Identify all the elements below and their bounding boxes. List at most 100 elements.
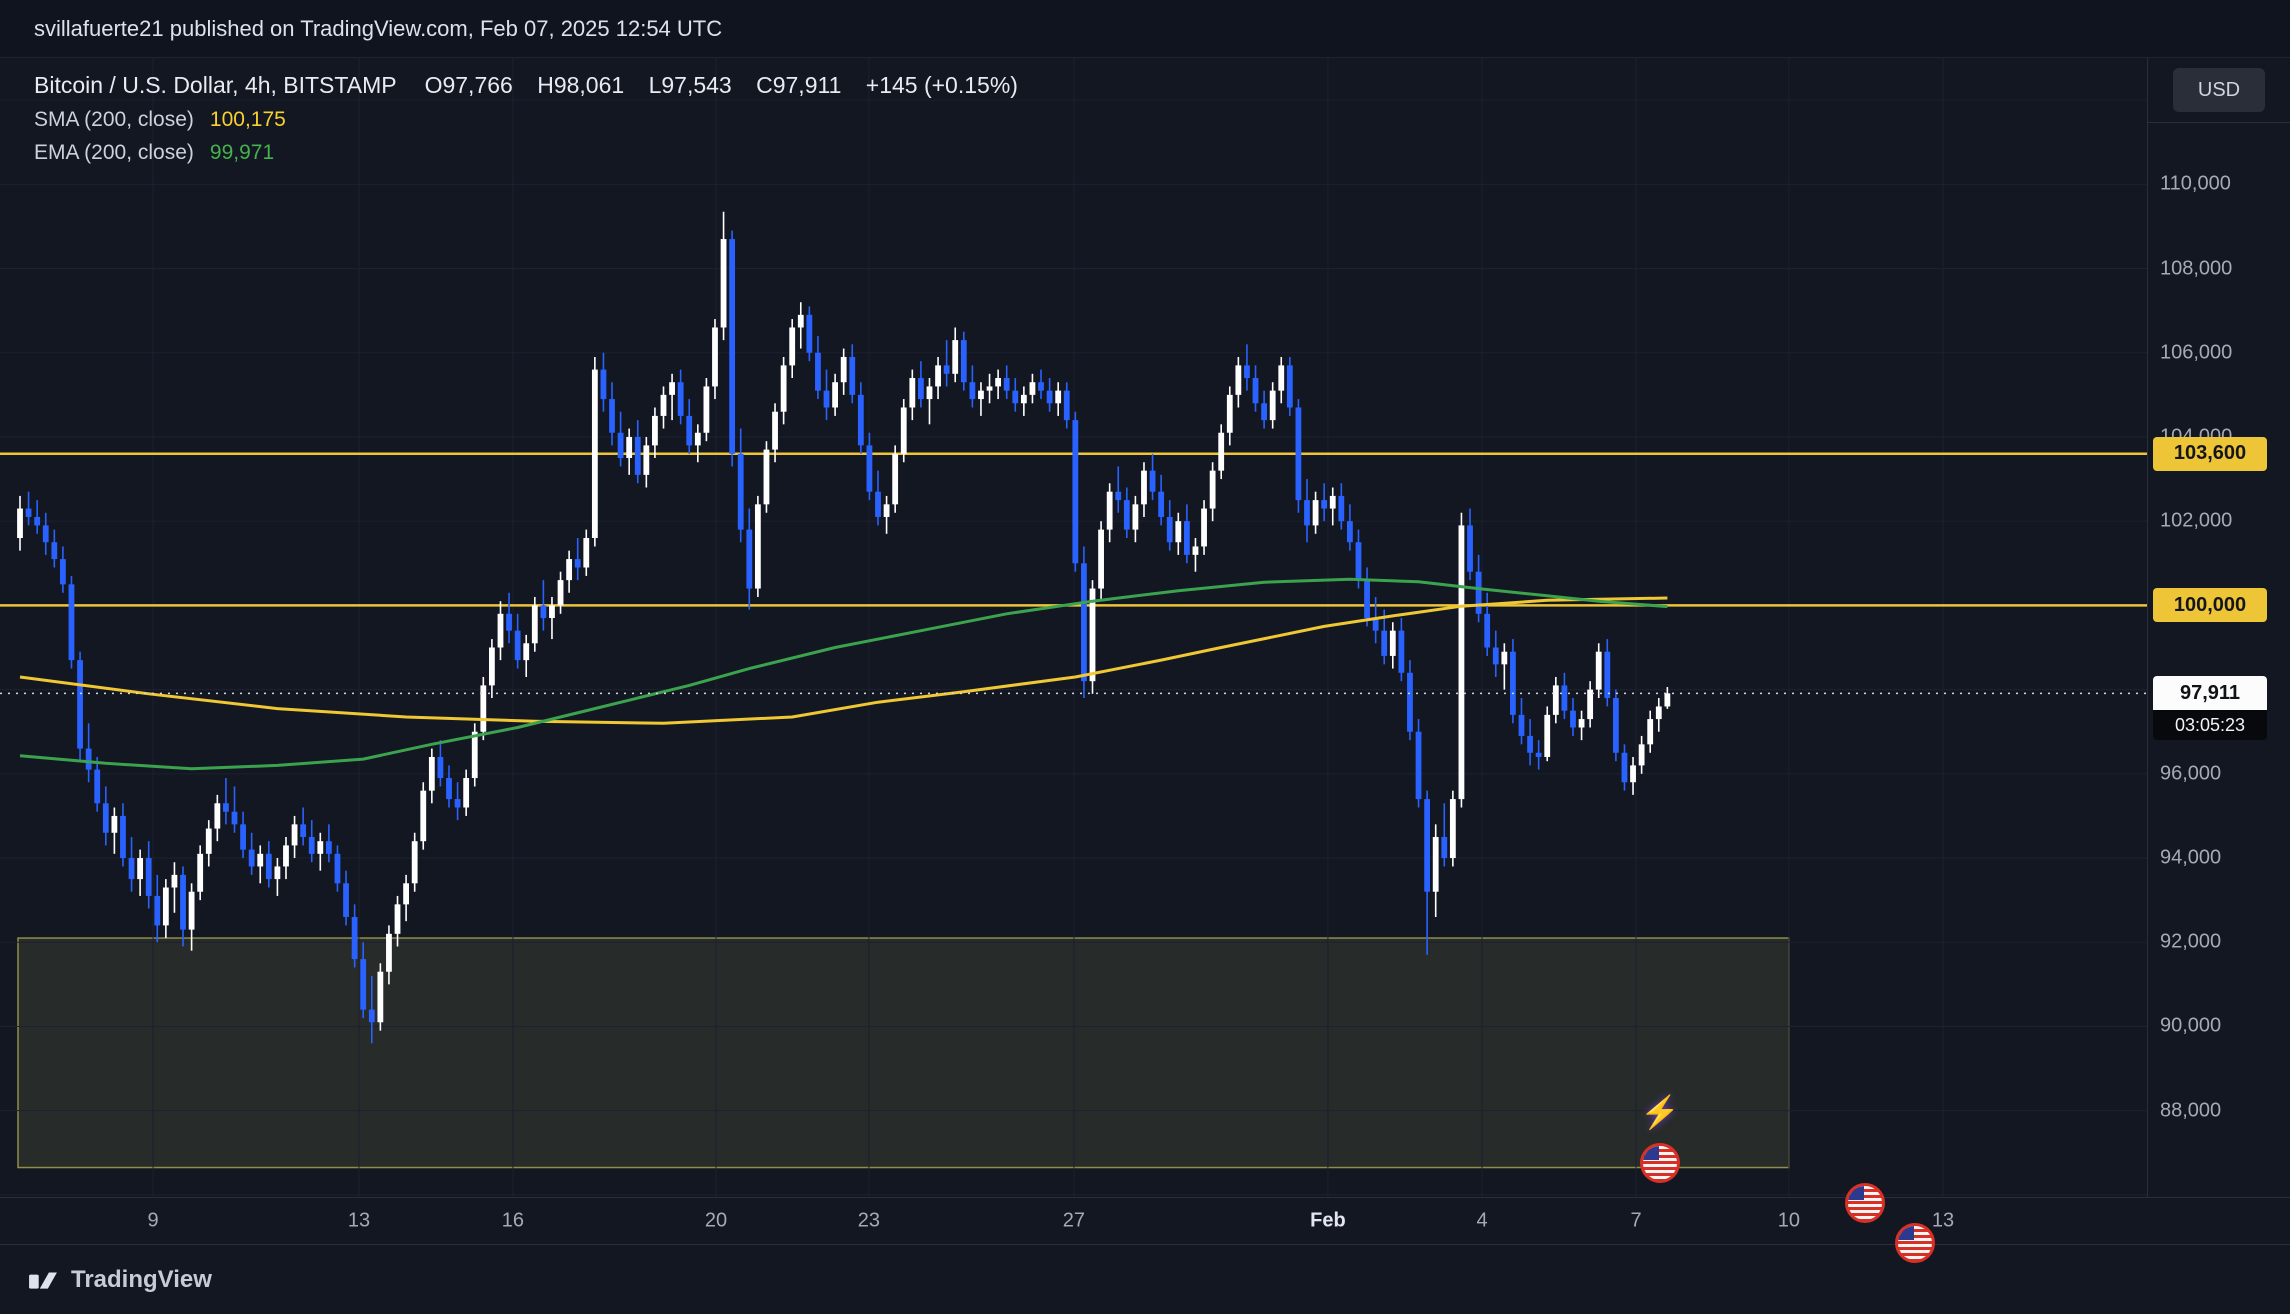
candle-body [935, 365, 941, 387]
candle-body [1484, 613, 1491, 648]
time-axis[interactable]: 9 13 16 20 23 27 Feb 4 7 10 13 [0, 1197, 2290, 1245]
ema-label: EMA (200, close) [34, 141, 194, 164]
candle-body [1647, 719, 1654, 745]
candle-body [94, 769, 101, 804]
price-labels: 110,000108,000106,000104,000102,00096,00… [2148, 58, 2290, 1245]
candle-body [531, 605, 538, 644]
lightning-event-icon[interactable]: ⚡ [1640, 1094, 1680, 1130]
candle-body [42, 525, 49, 543]
symbol-title[interactable]: Bitcoin / U.S. Dollar, 4h, BITSTAMP [34, 72, 397, 98]
candle-body [377, 971, 384, 1023]
candle-body [171, 874, 178, 888]
price-axis[interactable]: USD 110,000108,000106,000104,000102,0009… [2147, 58, 2290, 1245]
low-value: L97,543 [648, 72, 732, 98]
candle-body [1664, 693, 1671, 707]
ema-line[interactable] [19, 577, 1668, 771]
candle-body [1381, 630, 1388, 656]
publish-bar: svillafuerte21 published on TradingView.… [0, 0, 2290, 58]
time-axis-label: 4 [1476, 1209, 1488, 1232]
candle-body [1123, 500, 1130, 530]
candle-body [1046, 390, 1053, 404]
us-flag-icon[interactable] [1845, 1183, 1885, 1223]
chart-area[interactable]: Bitcoin / U.S. Dollar, 4h, BITSTAMP O97,… [0, 58, 2147, 1263]
candle-body [1561, 685, 1568, 711]
candle-body [677, 382, 684, 416]
candle-body [51, 542, 58, 560]
candle-body [1055, 390, 1062, 404]
us-flag-icon[interactable] [1640, 1143, 1680, 1183]
candle-body [1312, 500, 1319, 526]
candle-body [1458, 525, 1465, 800]
candle-body [454, 799, 461, 808]
last-price: 97,911 [2153, 676, 2267, 711]
event-markers: ⚡ [0, 58, 2147, 1263]
candle-body [1020, 394, 1027, 404]
ema-indicator-row[interactable]: EMA (200, close) 99,971 [34, 141, 1036, 165]
candle-body [1089, 588, 1096, 682]
candle-body [823, 390, 830, 408]
time-axis-label: 16 [501, 1209, 525, 1232]
currency-toggle-button[interactable]: USD [2173, 68, 2265, 112]
candle-body [789, 327, 796, 366]
candle-body [583, 538, 590, 568]
candle-body [102, 803, 109, 833]
support-zone[interactable] [17, 937, 1790, 1169]
candle-body [557, 580, 564, 606]
price-axis-label: 106,000 [2160, 341, 2233, 364]
candle-body [986, 386, 993, 391]
candle-body [1535, 752, 1542, 757]
candle-body [1063, 390, 1070, 421]
candle-body [1183, 521, 1190, 555]
candle-body [240, 824, 246, 850]
candle-body [1389, 630, 1396, 656]
price-axis-label: 92,000 [2160, 930, 2222, 953]
candle-body [540, 605, 547, 619]
candle-body [446, 778, 452, 800]
time-axis-label: 13 [347, 1209, 371, 1232]
candle-body [815, 352, 821, 391]
candlestick-chart[interactable] [0, 58, 2147, 1197]
candles[interactable] [17, 211, 1671, 1044]
candle-body [428, 756, 435, 791]
symbol-row[interactable]: Bitcoin / U.S. Dollar, 4h, BITSTAMP O97,… [34, 72, 1036, 99]
candle-body [617, 432, 624, 459]
candle-body [643, 445, 650, 475]
candle-body [1441, 836, 1448, 859]
candle-body [17, 508, 23, 539]
candle-body [857, 394, 864, 446]
candle-body [145, 858, 152, 896]
close-value: C97,911 [756, 72, 842, 98]
candle-body [1570, 710, 1576, 728]
candle-body [1235, 365, 1242, 395]
candle-body [729, 239, 736, 454]
tradingview-logo-icon[interactable] [28, 1265, 58, 1295]
sma-line[interactable] [19, 596, 1668, 725]
candle-body [351, 916, 358, 960]
candle-body [180, 874, 186, 930]
candle-body [214, 803, 221, 829]
candle-body [1295, 407, 1302, 501]
candle-body [1638, 744, 1645, 766]
sma-indicator-row[interactable]: SMA (200, close) 100,175 [34, 108, 1036, 132]
candle-body [1286, 365, 1293, 408]
price-level-label-100000[interactable]: 100,000 [2153, 588, 2267, 623]
candle-body [205, 828, 212, 854]
change-value: +145 (+0.15%) [865, 72, 1018, 98]
bar-countdown: 03:05:23 [2153, 710, 2267, 741]
tradingview-wordmark[interactable]: TradingView [71, 1265, 212, 1293]
us-flag-icon[interactable] [1895, 1223, 1935, 1263]
candle-body [909, 378, 916, 408]
candle-body [1329, 495, 1336, 509]
candle-body [1141, 470, 1147, 505]
candle-body [1355, 542, 1362, 581]
price-level-label-103600[interactable]: 103,600 [2153, 436, 2267, 471]
candle-body [437, 756, 444, 779]
candle-body [1072, 420, 1079, 564]
price-axis-label: 88,000 [2160, 1099, 2222, 1122]
candle-body [1321, 500, 1328, 509]
price-axis-label: 110,000 [2160, 172, 2231, 195]
candle-body [1029, 382, 1036, 395]
candle-body [463, 778, 470, 808]
candle-body [1132, 504, 1139, 530]
